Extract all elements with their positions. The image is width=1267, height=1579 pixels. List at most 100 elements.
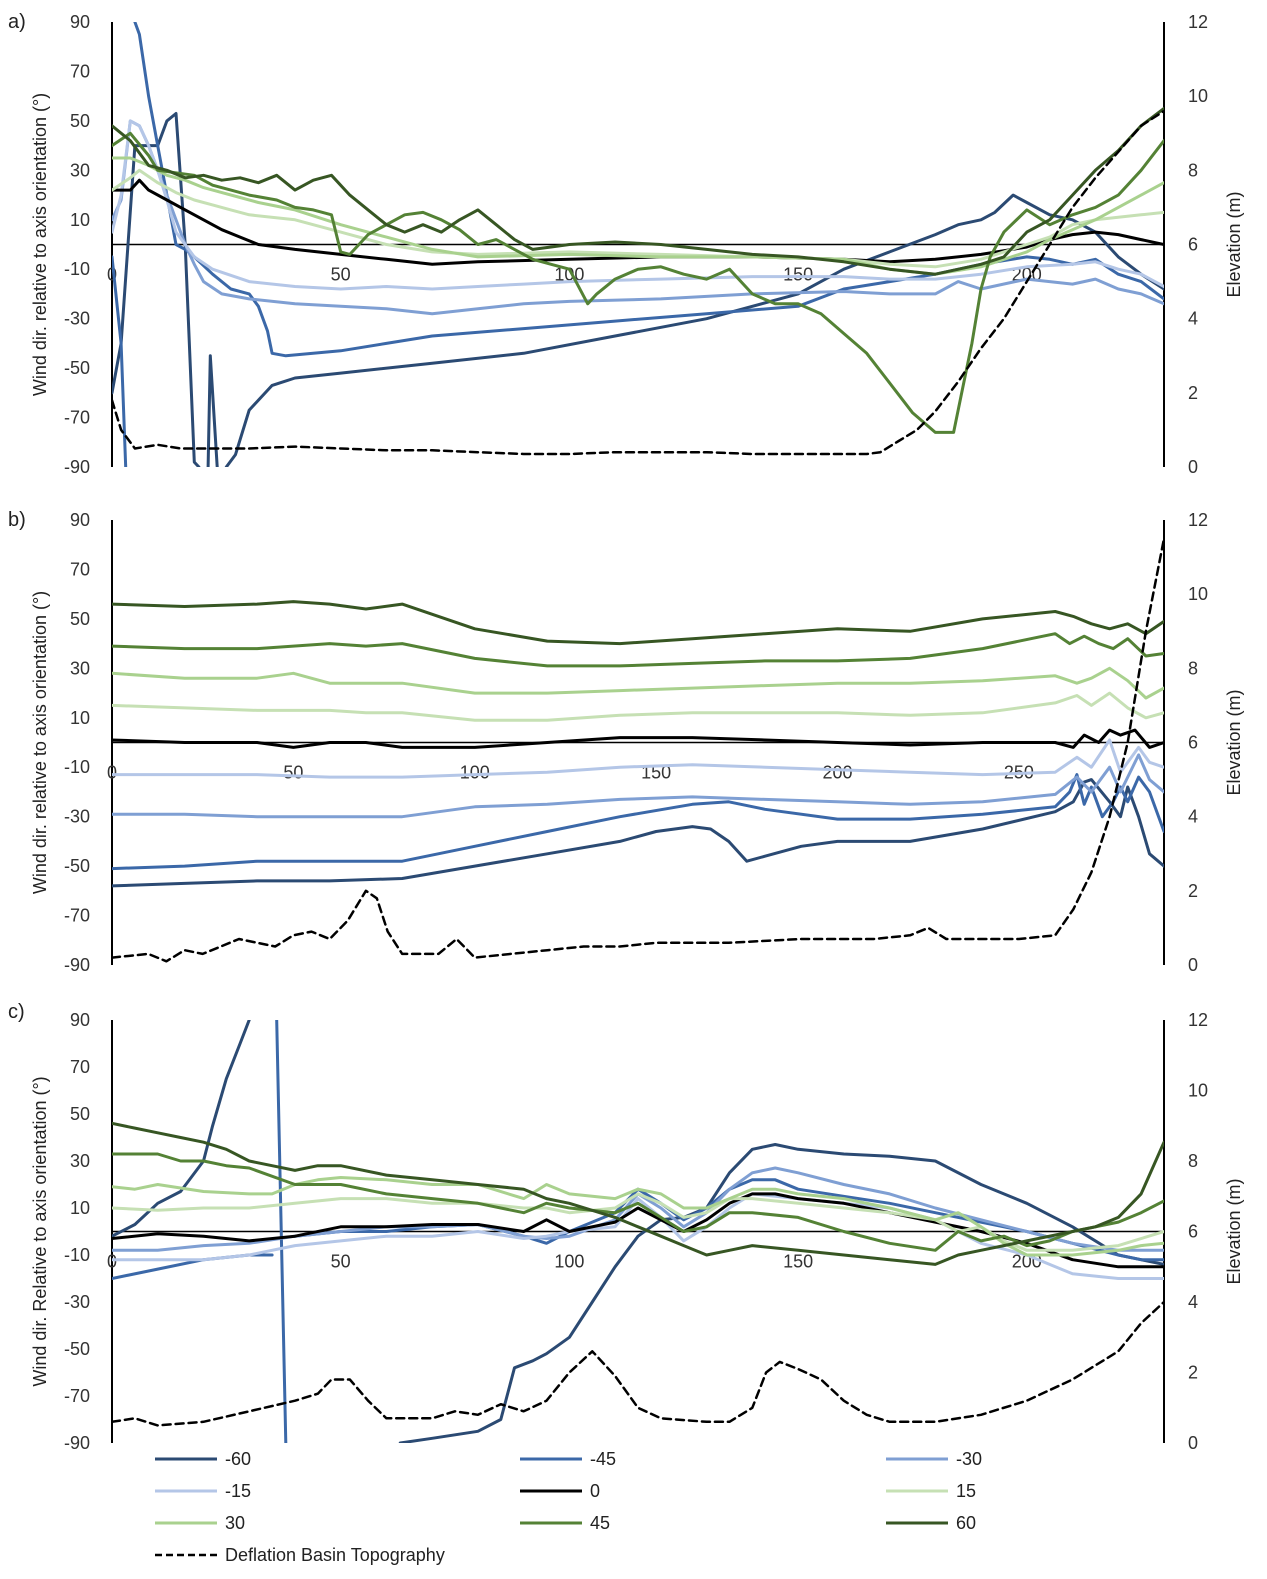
series-line-neg45 bbox=[275, 1020, 288, 1443]
series-line-60 bbox=[112, 1121, 1164, 1266]
y-tick-label: 10 bbox=[70, 708, 90, 728]
y-tick-label: 90 bbox=[70, 12, 90, 32]
y-tick-label: -70 bbox=[64, 906, 90, 926]
x-tick-label: 0 bbox=[107, 763, 117, 783]
series-line-topography bbox=[112, 537, 1164, 963]
y-tick-label: 70 bbox=[70, 61, 90, 81]
series-line-15 bbox=[112, 691, 1164, 722]
y-tick-label: -50 bbox=[64, 1339, 90, 1359]
series-line-neg60 bbox=[206, 354, 219, 467]
series-line-45 bbox=[112, 131, 1164, 434]
y-tick-label: 90 bbox=[70, 1010, 90, 1030]
y2-axis-label: Elevation (m) bbox=[1224, 1178, 1244, 1284]
y2-axis-label: Elevation (m) bbox=[1224, 689, 1244, 795]
legend-label: -15 bbox=[225, 1481, 251, 1501]
legend-label: 15 bbox=[956, 1481, 976, 1501]
legend-label: -45 bbox=[590, 1449, 616, 1469]
series-line-neg45 bbox=[112, 255, 128, 467]
y-tick-label: -30 bbox=[64, 807, 90, 827]
series-line-neg15 bbox=[112, 738, 1164, 779]
y-axis-label: Wind dir. relative to axis orientation (… bbox=[30, 591, 50, 894]
y-tick-label: 30 bbox=[70, 160, 90, 180]
y-tick-label: -50 bbox=[64, 358, 90, 378]
y2-axis-label: Elevation (m) bbox=[1224, 191, 1244, 297]
panel-1: a) -90 -70 -50 -30 -10 10 30 50 70 90 0 2 4 6 8 10 12 0 50 1… bbox=[8, 11, 1244, 477]
x-tick-label: 100 bbox=[554, 265, 584, 285]
y2-tick-label: 8 bbox=[1188, 160, 1198, 180]
legend: -60 -45 -30 -15 0 15 30 45 60 Deflation Basin Top… bbox=[155, 1449, 982, 1565]
x-tick-label: 100 bbox=[460, 763, 490, 783]
series-line-60 bbox=[112, 107, 1164, 276]
y2-tick-label: 10 bbox=[1188, 1081, 1208, 1101]
y2-tick-label: 0 bbox=[1188, 457, 1198, 477]
y-axis-label: Wind dir. Relative to axis orientation (… bbox=[30, 1076, 50, 1386]
panel-3: c) -90 -70 -50 -30 -10 10 30 50 70 90 0 2 4 6 8 10 12 0 50 1… bbox=[8, 1001, 1244, 1453]
y-tick-label: 50 bbox=[70, 609, 90, 629]
y2-tick-label: 4 bbox=[1188, 309, 1198, 329]
legend-item: Deflation Basin Topography bbox=[155, 1545, 445, 1565]
y-tick-label: 50 bbox=[70, 111, 90, 131]
x-tick-label: 0 bbox=[107, 1252, 117, 1272]
legend-label: 0 bbox=[590, 1481, 600, 1501]
y-tick-label: 90 bbox=[70, 510, 90, 530]
x-tick-label: 50 bbox=[331, 1252, 351, 1272]
series-line-0 bbox=[112, 1192, 1164, 1269]
y2-tick-label: 0 bbox=[1188, 1433, 1198, 1453]
y-tick-label: -10 bbox=[64, 259, 90, 279]
series-line-neg30 bbox=[112, 1166, 1164, 1252]
y2-tick-label: 4 bbox=[1188, 1292, 1198, 1312]
y-tick-label: 50 bbox=[70, 1104, 90, 1124]
x-tick-label: 100 bbox=[554, 1252, 584, 1272]
x-tick-label: 150 bbox=[783, 265, 813, 285]
y2-tick-label: 2 bbox=[1188, 383, 1198, 403]
y2-tick-label: 8 bbox=[1188, 658, 1198, 678]
y-tick-label: -90 bbox=[64, 1433, 90, 1453]
y-tick-label: 70 bbox=[70, 1057, 90, 1077]
y-tick-label: -50 bbox=[64, 856, 90, 876]
series-line-0 bbox=[112, 728, 1164, 749]
series-line-neg60 bbox=[112, 778, 1164, 888]
y-tick-label: -30 bbox=[64, 1292, 90, 1312]
series-line-45 bbox=[112, 632, 1164, 668]
series-line-neg60 bbox=[112, 112, 201, 467]
y2-tick-label: 2 bbox=[1188, 881, 1198, 901]
series-line-45 bbox=[112, 1152, 1164, 1252]
y2-tick-label: 6 bbox=[1188, 733, 1198, 753]
x-tick-label: 0 bbox=[107, 265, 117, 285]
series-line-neg45 bbox=[112, 773, 1164, 871]
y-axis-label: Wind dir. relative to axis orientation (… bbox=[30, 93, 50, 396]
legend-item: -45 bbox=[520, 1449, 616, 1469]
y2-tick-label: 12 bbox=[1188, 510, 1208, 530]
legend-item: 60 bbox=[886, 1513, 976, 1533]
panel-2: b) -90 -70 -50 -30 -10 10 30 50 70 90 0 2 4 6 8 10 12 0 50 1… bbox=[8, 509, 1244, 975]
legend-item: -60 bbox=[155, 1449, 251, 1469]
y-tick-label: 10 bbox=[70, 210, 90, 230]
panel-label: c) bbox=[8, 1001, 25, 1023]
y2-tick-label: 12 bbox=[1188, 12, 1208, 32]
panel-label: b) bbox=[8, 509, 26, 531]
y-tick-label: -10 bbox=[64, 757, 90, 777]
legend-item: -15 bbox=[155, 1481, 251, 1501]
y2-tick-label: 4 bbox=[1188, 807, 1198, 827]
y2-tick-label: 6 bbox=[1188, 1222, 1198, 1242]
y-tick-label: 10 bbox=[70, 1198, 90, 1218]
series-line-60 bbox=[112, 600, 1164, 646]
legend-item: 45 bbox=[520, 1513, 610, 1533]
series-line-neg60 bbox=[224, 193, 1164, 467]
panel-label: a) bbox=[8, 11, 26, 33]
series-line-30 bbox=[112, 1176, 1164, 1257]
y-tick-label: -90 bbox=[64, 955, 90, 975]
x-tick-label: 200 bbox=[822, 763, 852, 783]
y2-tick-label: 0 bbox=[1188, 955, 1198, 975]
legend-item: -30 bbox=[886, 1449, 982, 1469]
y2-tick-label: 10 bbox=[1188, 86, 1208, 106]
y-tick-label: -70 bbox=[64, 408, 90, 428]
y2-tick-label: 2 bbox=[1188, 1363, 1198, 1383]
legend-label: 60 bbox=[956, 1513, 976, 1533]
legend-label: 30 bbox=[225, 1513, 245, 1533]
x-tick-label: 50 bbox=[331, 265, 351, 285]
x-tick-label: 50 bbox=[283, 763, 303, 783]
y-tick-label: 30 bbox=[70, 1151, 90, 1171]
legend-item: 15 bbox=[886, 1481, 976, 1501]
